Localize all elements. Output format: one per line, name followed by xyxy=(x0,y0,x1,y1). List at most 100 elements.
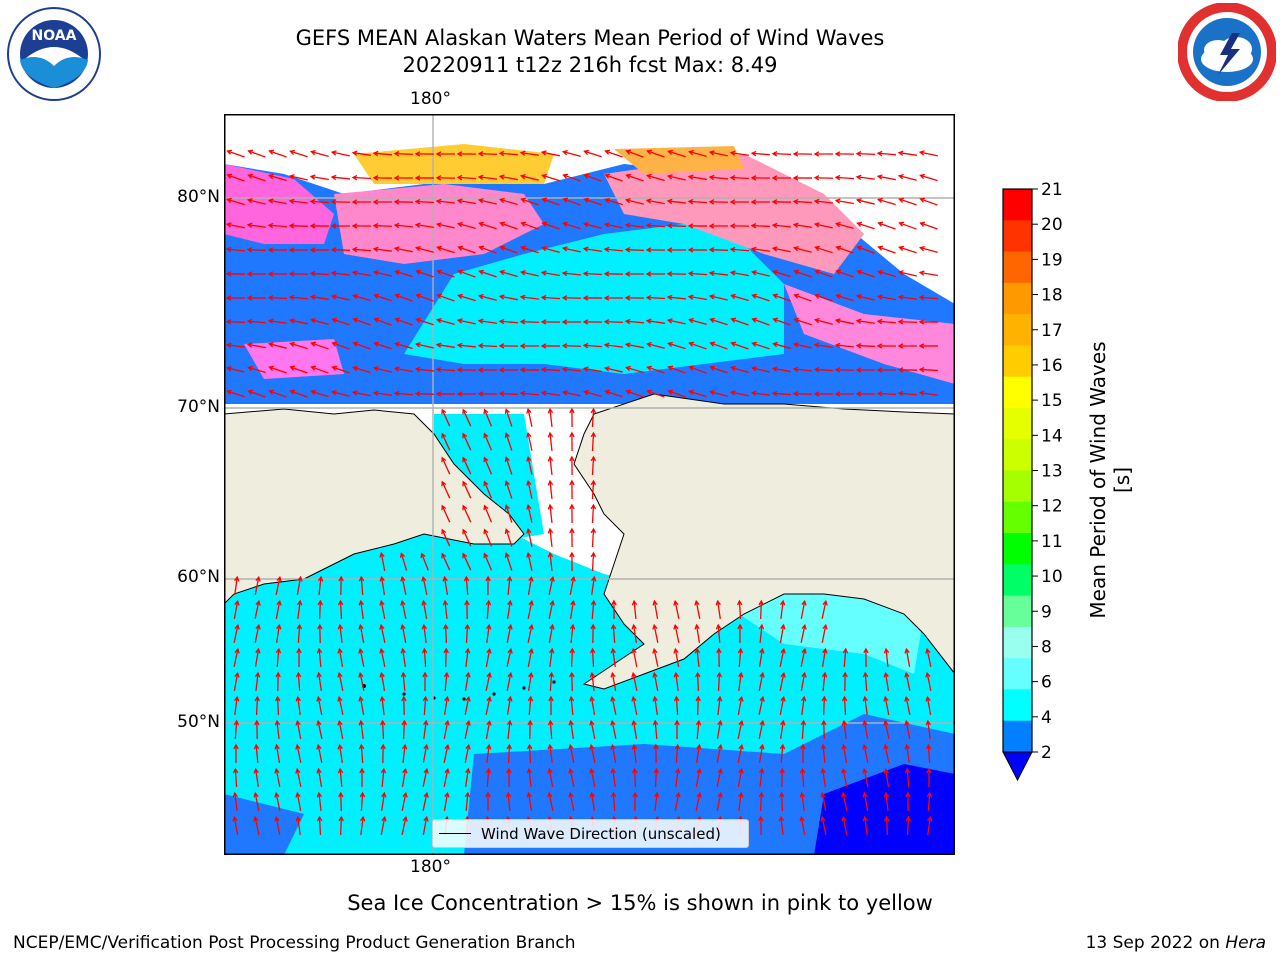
wind-arrow xyxy=(296,769,302,787)
wind-arrow xyxy=(486,768,490,788)
wind-arrow-head xyxy=(771,175,778,181)
wind-arrow-head xyxy=(568,743,574,750)
wind-arrow xyxy=(668,366,686,374)
wind-arrow xyxy=(823,720,825,740)
wind-arrow xyxy=(815,270,833,278)
wind-arrow-head xyxy=(925,695,931,702)
wind-arrow xyxy=(527,505,533,523)
wind-arrow xyxy=(800,673,806,691)
wind-arrow-head xyxy=(330,390,337,396)
wind-arrow xyxy=(234,720,238,740)
wind-arrow xyxy=(821,649,827,667)
wind-arrow-head xyxy=(801,599,807,606)
wind-arrow xyxy=(506,625,512,643)
wind-arrow xyxy=(675,768,679,788)
wind-arrow-head xyxy=(904,695,910,702)
wind-arrow-head xyxy=(897,294,904,301)
wind-arrow xyxy=(583,272,603,276)
wind-arrow-head xyxy=(645,271,652,277)
wind-arrow-head xyxy=(750,366,757,372)
wind-arrow xyxy=(864,816,868,836)
wind-arrow-head xyxy=(717,791,723,798)
wind-arrow-head xyxy=(316,791,323,798)
wind-arrow-head xyxy=(729,246,736,253)
wind-arrow-head xyxy=(456,151,463,157)
wind-arrow-head xyxy=(485,599,492,606)
wind-arrow xyxy=(443,745,449,763)
wind-arrow xyxy=(275,769,281,787)
wind-arrow xyxy=(920,222,938,230)
wind-arrow-head xyxy=(919,173,925,180)
wind-arrow xyxy=(527,577,533,595)
wind-arrow-head xyxy=(675,767,681,774)
wind-arrow xyxy=(674,601,680,619)
wind-arrow-head xyxy=(358,743,365,750)
wind-arrow xyxy=(884,769,890,787)
wind-arrow-head xyxy=(226,389,232,395)
wind-arrow xyxy=(878,270,896,278)
wind-arrow-head xyxy=(904,719,910,726)
wind-arrow-head xyxy=(414,391,421,397)
wind-arrow-head xyxy=(351,174,358,181)
wind-arrow xyxy=(381,768,385,788)
wind-arrow-head xyxy=(519,343,526,349)
wind-arrow-head xyxy=(589,767,595,774)
wind-arrow-head xyxy=(373,341,379,347)
wind-arrow xyxy=(318,792,322,812)
wind-arrow-head xyxy=(381,815,387,822)
wind-arrow xyxy=(570,624,574,644)
wind-arrow xyxy=(549,480,553,500)
wind-arrow xyxy=(311,342,329,350)
wind-arrow xyxy=(275,793,281,811)
colorbar-cell xyxy=(1003,189,1032,221)
wind-arrow-head xyxy=(372,366,379,372)
wind-arrow xyxy=(814,177,834,179)
wind-arrow-head xyxy=(624,271,631,277)
colorbar-cell xyxy=(1003,658,1032,690)
wind-arrow-head xyxy=(780,623,786,630)
wind-arrow-head xyxy=(331,365,338,371)
wind-arrow xyxy=(374,367,392,373)
colorbar-cell xyxy=(1003,689,1032,722)
wind-arrow-head xyxy=(779,791,785,798)
wind-arrow-head xyxy=(771,390,778,397)
wind-arrow xyxy=(780,792,784,812)
wind-arrow-head xyxy=(351,390,358,396)
wind-arrow-head xyxy=(485,767,492,774)
wind-arrow xyxy=(462,433,472,451)
wind-arrow xyxy=(779,649,785,667)
wind-arrow xyxy=(773,270,791,278)
wind-arrow xyxy=(695,769,701,787)
wind-arrow-head xyxy=(715,623,722,630)
wind-arrow-head xyxy=(863,647,869,654)
wind-arrow xyxy=(793,200,813,204)
wind-arrow-head xyxy=(547,479,554,486)
wind-arrow xyxy=(563,174,581,182)
wind-arrow xyxy=(296,721,302,739)
wind-arrow xyxy=(667,296,687,300)
wind-arrow xyxy=(899,175,917,181)
wind-arrow-head xyxy=(268,365,275,371)
wind-arrow xyxy=(549,408,553,428)
wind-arrow-head xyxy=(583,173,590,179)
wind-arrow xyxy=(878,246,896,254)
wind-arrow xyxy=(571,672,573,692)
wind-arrow xyxy=(458,246,476,254)
wind-arrow-head xyxy=(562,197,569,203)
wind-arrow xyxy=(668,150,686,158)
wind-arrow-head xyxy=(506,743,512,750)
wind-arrow-head xyxy=(919,221,926,227)
wind-arrow-head xyxy=(666,294,673,301)
wind-arrow xyxy=(674,793,680,811)
wind-arrow-head xyxy=(813,366,820,373)
wind-arrow xyxy=(416,343,434,349)
wind-arrow-head xyxy=(652,695,658,702)
wind-arrow xyxy=(773,247,791,253)
wind-arrow xyxy=(505,457,513,475)
wind-arrow-head xyxy=(274,719,281,726)
wind-arrow xyxy=(801,720,805,740)
wind-arrow-head xyxy=(645,342,652,348)
wind-arrow xyxy=(401,601,407,619)
wind-arrow-head xyxy=(589,791,595,798)
wind-arrow xyxy=(689,390,707,398)
